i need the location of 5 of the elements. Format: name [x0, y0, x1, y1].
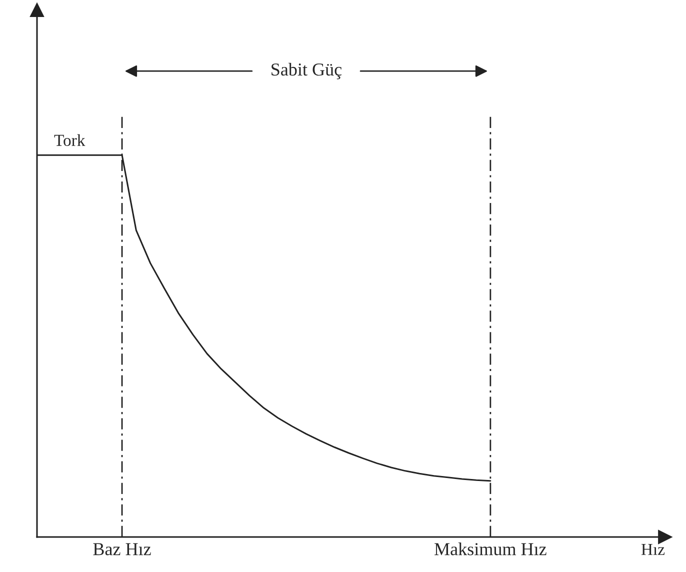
- text: Hız: [641, 544, 665, 555]
- text: Sabit Güç: [272, 62, 342, 80]
- x-tick-label: Maksimum Hız: [434, 542, 546, 556]
- series-label: Tork: [54, 134, 86, 146]
- x-tick-label: Baz Hız: [93, 543, 151, 556]
